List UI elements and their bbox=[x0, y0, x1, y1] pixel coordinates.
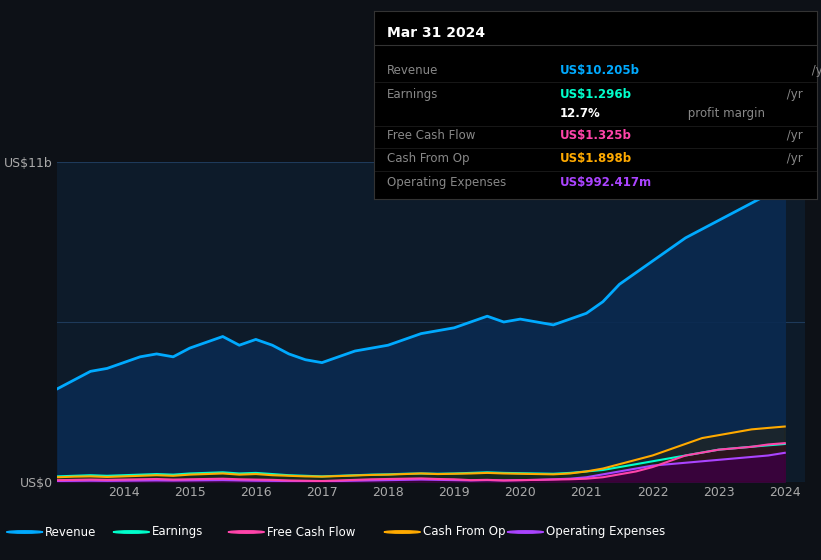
Circle shape bbox=[7, 531, 43, 533]
Circle shape bbox=[384, 531, 420, 533]
Text: /yr: /yr bbox=[783, 88, 803, 101]
Text: Cash From Op: Cash From Op bbox=[387, 152, 470, 165]
Circle shape bbox=[113, 531, 149, 533]
Text: US$10.205b: US$10.205b bbox=[560, 64, 640, 77]
Circle shape bbox=[228, 531, 264, 533]
Text: Revenue: Revenue bbox=[387, 64, 438, 77]
Text: Cash From Op: Cash From Op bbox=[423, 525, 505, 539]
Text: /yr: /yr bbox=[783, 152, 803, 165]
Text: US$1.898b: US$1.898b bbox=[560, 152, 632, 165]
Text: Operating Expenses: Operating Expenses bbox=[387, 176, 506, 189]
Text: US$1.296b: US$1.296b bbox=[560, 88, 631, 101]
Text: Revenue: Revenue bbox=[45, 525, 97, 539]
Text: US$992.417m: US$992.417m bbox=[560, 176, 652, 189]
Text: Free Cash Flow: Free Cash Flow bbox=[267, 525, 355, 539]
Text: US$1.325b: US$1.325b bbox=[560, 129, 631, 142]
Text: /yr: /yr bbox=[808, 64, 821, 77]
Text: Earnings: Earnings bbox=[387, 88, 438, 101]
Text: profit margin: profit margin bbox=[684, 107, 765, 120]
Text: 12.7%: 12.7% bbox=[560, 107, 600, 120]
Text: /yr: /yr bbox=[783, 129, 803, 142]
Text: Free Cash Flow: Free Cash Flow bbox=[387, 129, 475, 142]
Circle shape bbox=[507, 531, 544, 533]
Text: Earnings: Earnings bbox=[152, 525, 204, 539]
Text: Operating Expenses: Operating Expenses bbox=[546, 525, 665, 539]
Text: Mar 31 2024: Mar 31 2024 bbox=[387, 26, 485, 40]
